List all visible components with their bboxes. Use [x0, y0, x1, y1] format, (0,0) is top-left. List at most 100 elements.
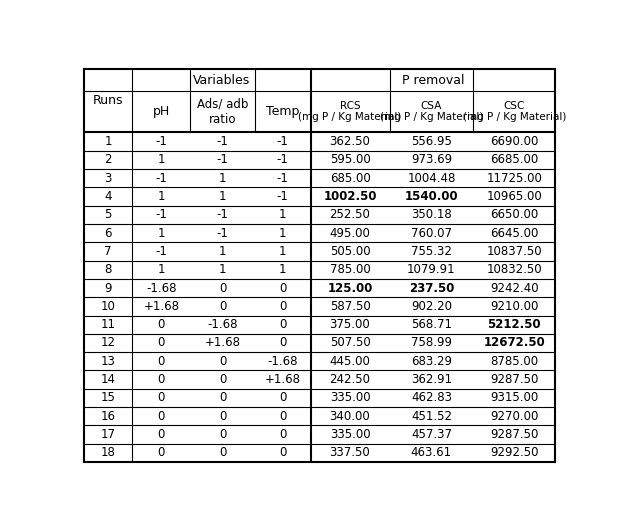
- Text: 0: 0: [279, 337, 286, 349]
- Text: -1.68: -1.68: [146, 281, 177, 295]
- Text: 595.00: 595.00: [329, 154, 371, 166]
- Text: 0: 0: [158, 373, 165, 386]
- Text: 0: 0: [279, 447, 286, 459]
- Text: 1: 1: [279, 263, 286, 276]
- Text: 0: 0: [279, 281, 286, 295]
- Text: 6685.00: 6685.00: [490, 154, 539, 166]
- Text: 0: 0: [219, 373, 227, 386]
- Text: 1004.48: 1004.48: [407, 171, 456, 185]
- Text: 7: 7: [104, 245, 112, 258]
- Text: 3: 3: [105, 171, 112, 185]
- Text: 462.83: 462.83: [411, 391, 452, 404]
- Text: 10: 10: [101, 300, 115, 313]
- Text: 6690.00: 6690.00: [490, 135, 539, 148]
- Text: 1: 1: [219, 263, 227, 276]
- Text: 6650.00: 6650.00: [490, 208, 539, 221]
- Text: -1.68: -1.68: [207, 318, 238, 331]
- Text: 457.37: 457.37: [411, 428, 452, 441]
- Text: 587.50: 587.50: [329, 300, 371, 313]
- Text: 1: 1: [279, 208, 286, 221]
- Text: 685.00: 685.00: [329, 171, 371, 185]
- Text: P removal: P removal: [402, 74, 464, 87]
- Text: 5: 5: [105, 208, 112, 221]
- Text: 0: 0: [219, 391, 227, 404]
- Text: 507.50: 507.50: [329, 337, 371, 349]
- Text: pH: pH: [153, 105, 170, 118]
- Text: 0: 0: [158, 337, 165, 349]
- Text: 0: 0: [158, 355, 165, 368]
- Text: +1.68: +1.68: [144, 300, 179, 313]
- Text: CSC
(mg P / Kg Material): CSC (mg P / Kg Material): [462, 101, 566, 123]
- Text: -1: -1: [155, 135, 167, 148]
- Text: 8785.00: 8785.00: [490, 355, 539, 368]
- Text: 13: 13: [101, 355, 115, 368]
- Text: 0: 0: [219, 447, 227, 459]
- Text: 0: 0: [279, 318, 286, 331]
- Text: 10832.50: 10832.50: [487, 263, 542, 276]
- Text: 556.95: 556.95: [411, 135, 452, 148]
- Text: 1079.91: 1079.91: [407, 263, 456, 276]
- Text: 0: 0: [279, 410, 286, 423]
- Text: 445.00: 445.00: [329, 355, 371, 368]
- Text: RCS
(mg P / Kg Material): RCS (mg P / Kg Material): [298, 101, 402, 123]
- Text: 0: 0: [158, 447, 165, 459]
- Text: 335.00: 335.00: [329, 391, 370, 404]
- Text: -1: -1: [217, 208, 228, 221]
- Text: 1: 1: [279, 227, 286, 240]
- Text: 1: 1: [104, 135, 112, 148]
- Text: 451.52: 451.52: [411, 410, 452, 423]
- Text: 1540.00: 1540.00: [404, 190, 458, 203]
- Text: -1: -1: [217, 227, 228, 240]
- Text: 362.50: 362.50: [329, 135, 371, 148]
- Text: -1: -1: [276, 171, 288, 185]
- Text: 758.99: 758.99: [411, 337, 452, 349]
- Text: +1.68: +1.68: [265, 373, 301, 386]
- Text: 1: 1: [158, 190, 165, 203]
- Text: 375.00: 375.00: [329, 318, 371, 331]
- Text: 0: 0: [219, 355, 227, 368]
- Text: 337.50: 337.50: [329, 447, 371, 459]
- Text: 9287.50: 9287.50: [490, 373, 539, 386]
- Text: 1: 1: [158, 227, 165, 240]
- Text: 683.29: 683.29: [411, 355, 452, 368]
- Text: 9270.00: 9270.00: [490, 410, 539, 423]
- Text: 0: 0: [219, 410, 227, 423]
- Text: -1: -1: [276, 154, 288, 166]
- Text: Runs: Runs: [93, 94, 124, 107]
- Text: 12: 12: [100, 337, 115, 349]
- Text: 5212.50: 5212.50: [487, 318, 541, 331]
- Text: 0: 0: [219, 300, 227, 313]
- Text: 755.32: 755.32: [411, 245, 452, 258]
- Text: 9292.50: 9292.50: [490, 447, 539, 459]
- Text: 0: 0: [158, 428, 165, 441]
- Text: 1002.50: 1002.50: [323, 190, 377, 203]
- Text: +1.68: +1.68: [205, 337, 240, 349]
- Text: 0: 0: [279, 300, 286, 313]
- Text: 9: 9: [104, 281, 112, 295]
- Text: -1: -1: [276, 135, 288, 148]
- Text: 973.69: 973.69: [411, 154, 452, 166]
- Text: -1: -1: [217, 154, 228, 166]
- Text: 0: 0: [279, 391, 286, 404]
- Text: 505.00: 505.00: [329, 245, 370, 258]
- Text: 11: 11: [100, 318, 115, 331]
- Text: 335.00: 335.00: [329, 428, 370, 441]
- Text: 18: 18: [101, 447, 115, 459]
- Text: 1: 1: [279, 245, 286, 258]
- Text: 2: 2: [104, 154, 112, 166]
- Text: 1: 1: [219, 171, 227, 185]
- Text: 242.50: 242.50: [329, 373, 371, 386]
- Text: 0: 0: [158, 318, 165, 331]
- Text: 340.00: 340.00: [329, 410, 371, 423]
- Text: 8: 8: [105, 263, 112, 276]
- Text: 9210.00: 9210.00: [490, 300, 539, 313]
- Text: -1: -1: [155, 245, 167, 258]
- Text: 237.50: 237.50: [409, 281, 454, 295]
- Text: 0: 0: [279, 428, 286, 441]
- Text: 10837.50: 10837.50: [487, 245, 542, 258]
- Text: 1: 1: [219, 245, 227, 258]
- Text: -1: -1: [276, 190, 288, 203]
- Text: 10965.00: 10965.00: [487, 190, 542, 203]
- Text: 1: 1: [158, 154, 165, 166]
- Text: 760.07: 760.07: [411, 227, 452, 240]
